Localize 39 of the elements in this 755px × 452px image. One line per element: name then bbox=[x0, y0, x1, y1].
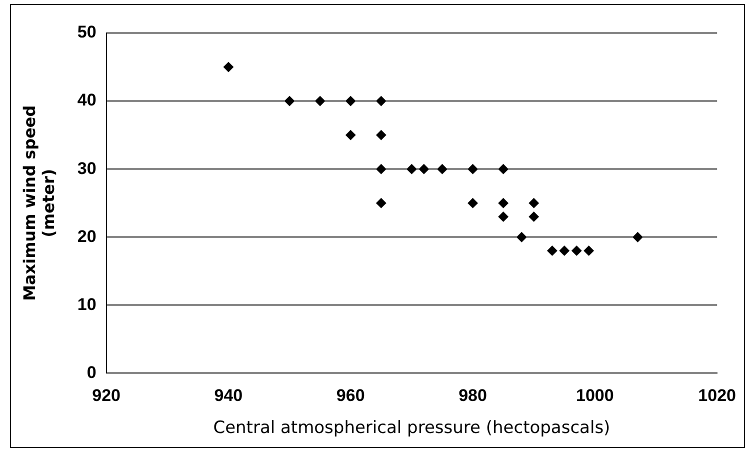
point bbox=[584, 246, 594, 256]
point bbox=[284, 96, 295, 106]
point bbox=[559, 246, 570, 256]
point bbox=[406, 164, 417, 174]
x-axis-title: Central atmospherical pressure (hectopascals) bbox=[213, 418, 610, 438]
y-tick-label: 40 bbox=[77, 90, 96, 110]
point bbox=[547, 246, 558, 256]
point bbox=[632, 232, 643, 242]
point bbox=[468, 198, 478, 208]
point bbox=[516, 232, 527, 242]
x-tick-label: 1020 bbox=[698, 386, 736, 406]
point bbox=[346, 96, 356, 106]
x-tick-label: 1000 bbox=[576, 386, 614, 406]
point bbox=[376, 96, 386, 106]
point bbox=[418, 164, 429, 174]
point bbox=[376, 130, 386, 140]
point bbox=[498, 198, 508, 208]
y-axis-title: Maximum wind speed (meter) bbox=[20, 105, 58, 301]
point bbox=[315, 96, 326, 106]
y-tick-label: 10 bbox=[77, 294, 96, 314]
y-tick-label: 50 bbox=[77, 22, 96, 42]
x-tick-label: 960 bbox=[336, 386, 365, 406]
x-tick-label: 980 bbox=[458, 386, 487, 406]
y-tick-label: 30 bbox=[77, 158, 96, 178]
x-tick-label: 940 bbox=[214, 386, 243, 406]
point bbox=[572, 246, 582, 256]
point bbox=[528, 212, 539, 222]
point bbox=[498, 212, 508, 222]
point bbox=[346, 130, 356, 140]
y-tick-label: 20 bbox=[77, 226, 96, 246]
point bbox=[528, 198, 539, 208]
point bbox=[376, 198, 386, 208]
point bbox=[468, 164, 478, 174]
point bbox=[437, 164, 448, 174]
point bbox=[223, 62, 234, 72]
point bbox=[376, 164, 386, 174]
point bbox=[498, 164, 508, 174]
y-tick-label: 0 bbox=[86, 362, 96, 382]
x-tick-label: 920 bbox=[92, 386, 120, 406]
